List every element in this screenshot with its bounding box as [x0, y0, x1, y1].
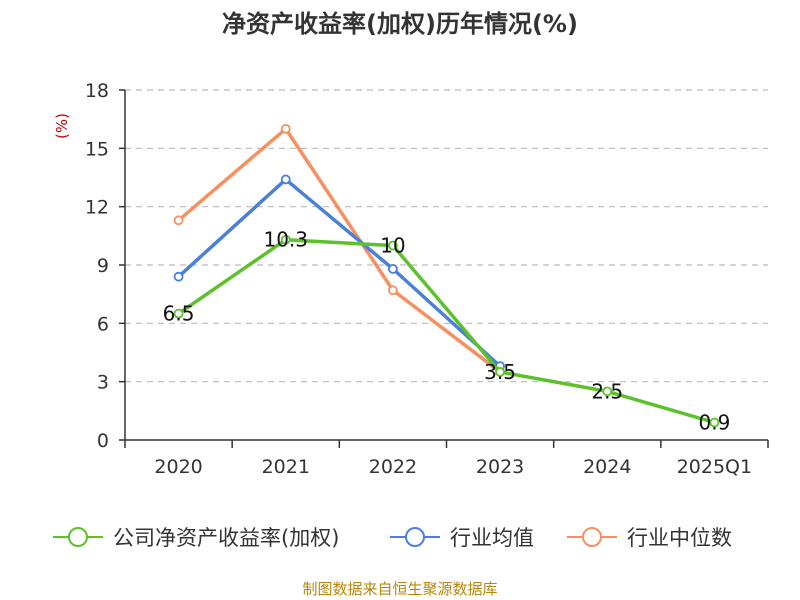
data-label: 2.5	[591, 379, 623, 403]
y-tick-label: 15	[85, 138, 109, 160]
data-labels: 6.5 10.3 10 3.5 2.5 0.9	[163, 228, 731, 435]
x-tick-label: 2021	[262, 456, 310, 478]
legend-marker	[405, 527, 425, 547]
series-line	[177, 237, 715, 425]
x-tick-label: 2022	[369, 456, 417, 478]
data-point	[495, 367, 505, 377]
y-tick-label: 6	[97, 313, 109, 335]
data-label: 10	[380, 234, 405, 258]
y-tick-label: 0	[97, 430, 109, 452]
data-label: 10.3	[263, 228, 308, 252]
legend-label: 公司净资产收益率(加权)	[113, 526, 339, 550]
y-tick-label: 12	[85, 197, 109, 219]
series-lines	[173, 123, 720, 428]
y-tick-label: 18	[85, 80, 109, 102]
x-tick-label: 2023	[476, 456, 524, 478]
data-label: 6.5	[163, 302, 195, 326]
data-label: 3.5	[484, 360, 516, 384]
data-point	[173, 308, 184, 319]
data-point	[280, 234, 291, 245]
series-line	[177, 127, 502, 374]
data-point	[602, 386, 613, 397]
chart-title: 净资产收益率(加权)历年情况(%)	[222, 10, 578, 38]
y-axis-label: (%)	[53, 113, 71, 139]
grid-lines	[125, 89, 768, 383]
data-point	[280, 174, 291, 185]
legend-label: 行业均值	[450, 526, 534, 550]
source-note: 制图数据来自恒生聚源数据库	[302, 580, 498, 598]
x-tick-label: 2024	[583, 456, 631, 478]
legend-label: 行业中位数	[627, 526, 732, 550]
y-tick-label: 9	[97, 255, 109, 277]
x-tick-label: 2020	[154, 456, 202, 478]
data-point	[280, 123, 291, 134]
legend-marker	[582, 527, 602, 547]
legend-marker	[68, 527, 88, 547]
data-point	[173, 271, 184, 282]
data-point	[388, 285, 398, 296]
data-label: 0.9	[699, 411, 731, 435]
data-point	[709, 417, 720, 428]
y-tick-label: 3	[97, 372, 109, 394]
series-line	[177, 177, 502, 368]
data-point	[173, 215, 184, 226]
axes: 0 3 6 9 12 15 18 2020 2021 2022 2023 2024 2025Q1	[85, 80, 769, 478]
legend: 公司净资产收益率(加权) 行业均值 行业中位数	[53, 526, 732, 550]
data-point	[388, 240, 398, 251]
x-tick-label: 2025Q1	[677, 456, 752, 478]
data-point	[388, 263, 398, 274]
